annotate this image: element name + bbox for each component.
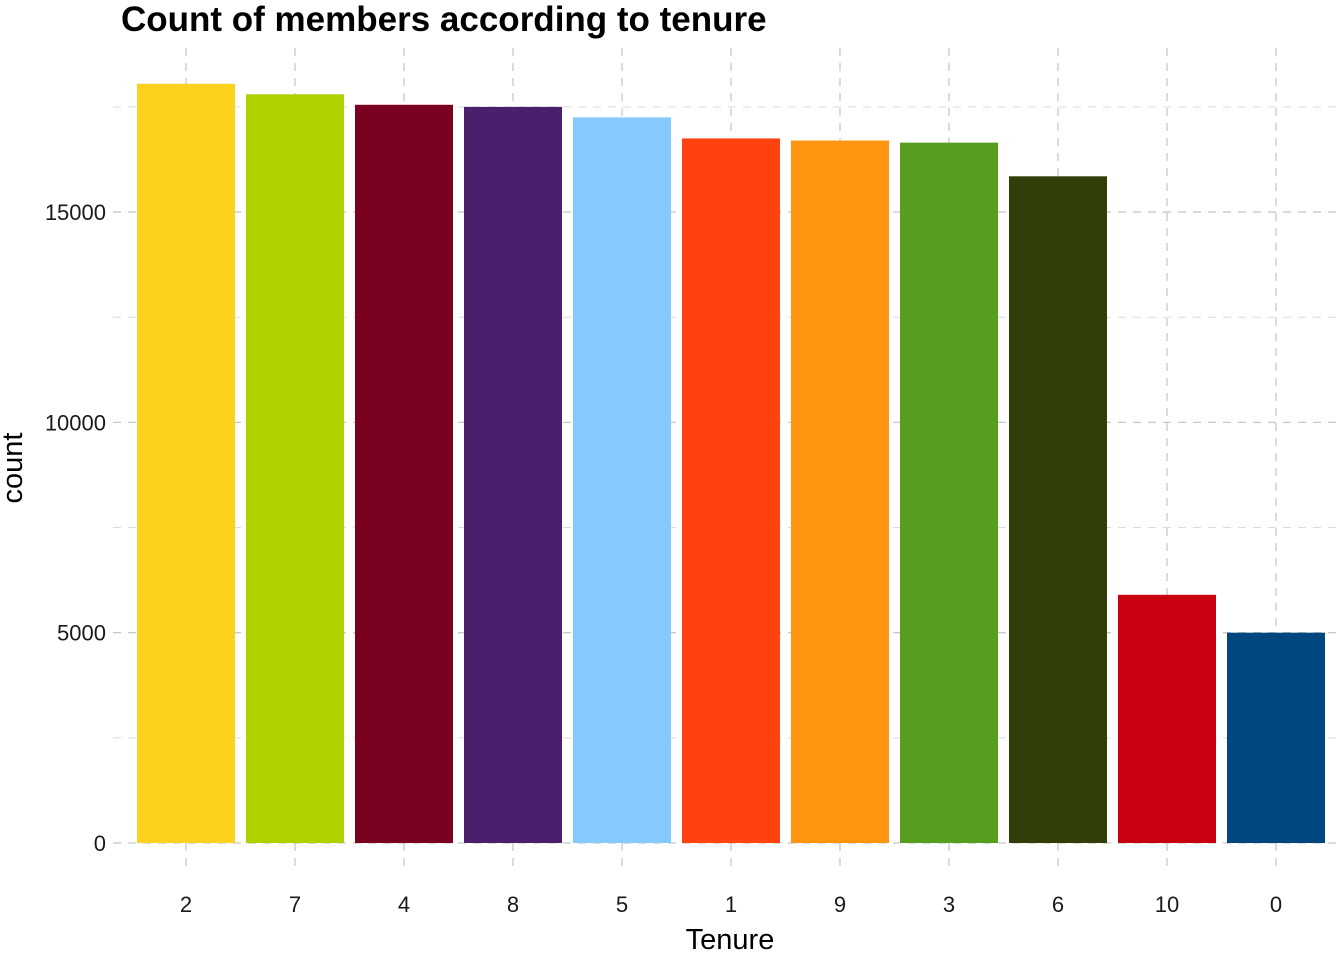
bar-5 xyxy=(573,117,671,843)
x-tick-label: 4 xyxy=(398,892,410,917)
y-axis-title: count xyxy=(0,433,29,504)
bar-6 xyxy=(1009,176,1107,844)
x-tick-label: 8 xyxy=(507,892,519,917)
x-axis-title: Tenure xyxy=(686,924,775,956)
y-tick-label: 5000 xyxy=(57,621,106,646)
bars xyxy=(137,83,1325,844)
x-axis-ticks: 2 7 4 8 5 1 9 3 6 10 0 xyxy=(180,892,1282,917)
bar-10 xyxy=(1118,594,1216,843)
y-tick-label: 10000 xyxy=(45,410,106,435)
x-tick-label: 7 xyxy=(289,892,301,917)
x-tick-label: 0 xyxy=(1270,892,1282,917)
bar-2 xyxy=(137,83,235,843)
y-tick-label: 0 xyxy=(94,831,106,856)
chart-title: Count of members according to tenure xyxy=(121,0,767,39)
y-tick-label: 15000 xyxy=(45,200,106,225)
x-tick-label: 1 xyxy=(725,892,737,917)
x-tick-label: 2 xyxy=(180,892,192,917)
bar-9 xyxy=(791,140,889,844)
x-tick-label: 3 xyxy=(943,892,955,917)
x-tick-label: 5 xyxy=(616,892,628,917)
x-tick-label: 10 xyxy=(1155,892,1179,917)
bar-3 xyxy=(900,142,998,844)
bar-0 xyxy=(1227,632,1325,843)
bar-7 xyxy=(246,94,344,844)
bar-1 xyxy=(682,138,780,843)
x-tick-label: 6 xyxy=(1052,892,1064,917)
bar-8 xyxy=(464,106,562,843)
bar-4 xyxy=(355,104,453,844)
y-axis-ticks: 0 5000 10000 15000 xyxy=(45,200,106,856)
x-tick-label: 9 xyxy=(834,892,846,917)
